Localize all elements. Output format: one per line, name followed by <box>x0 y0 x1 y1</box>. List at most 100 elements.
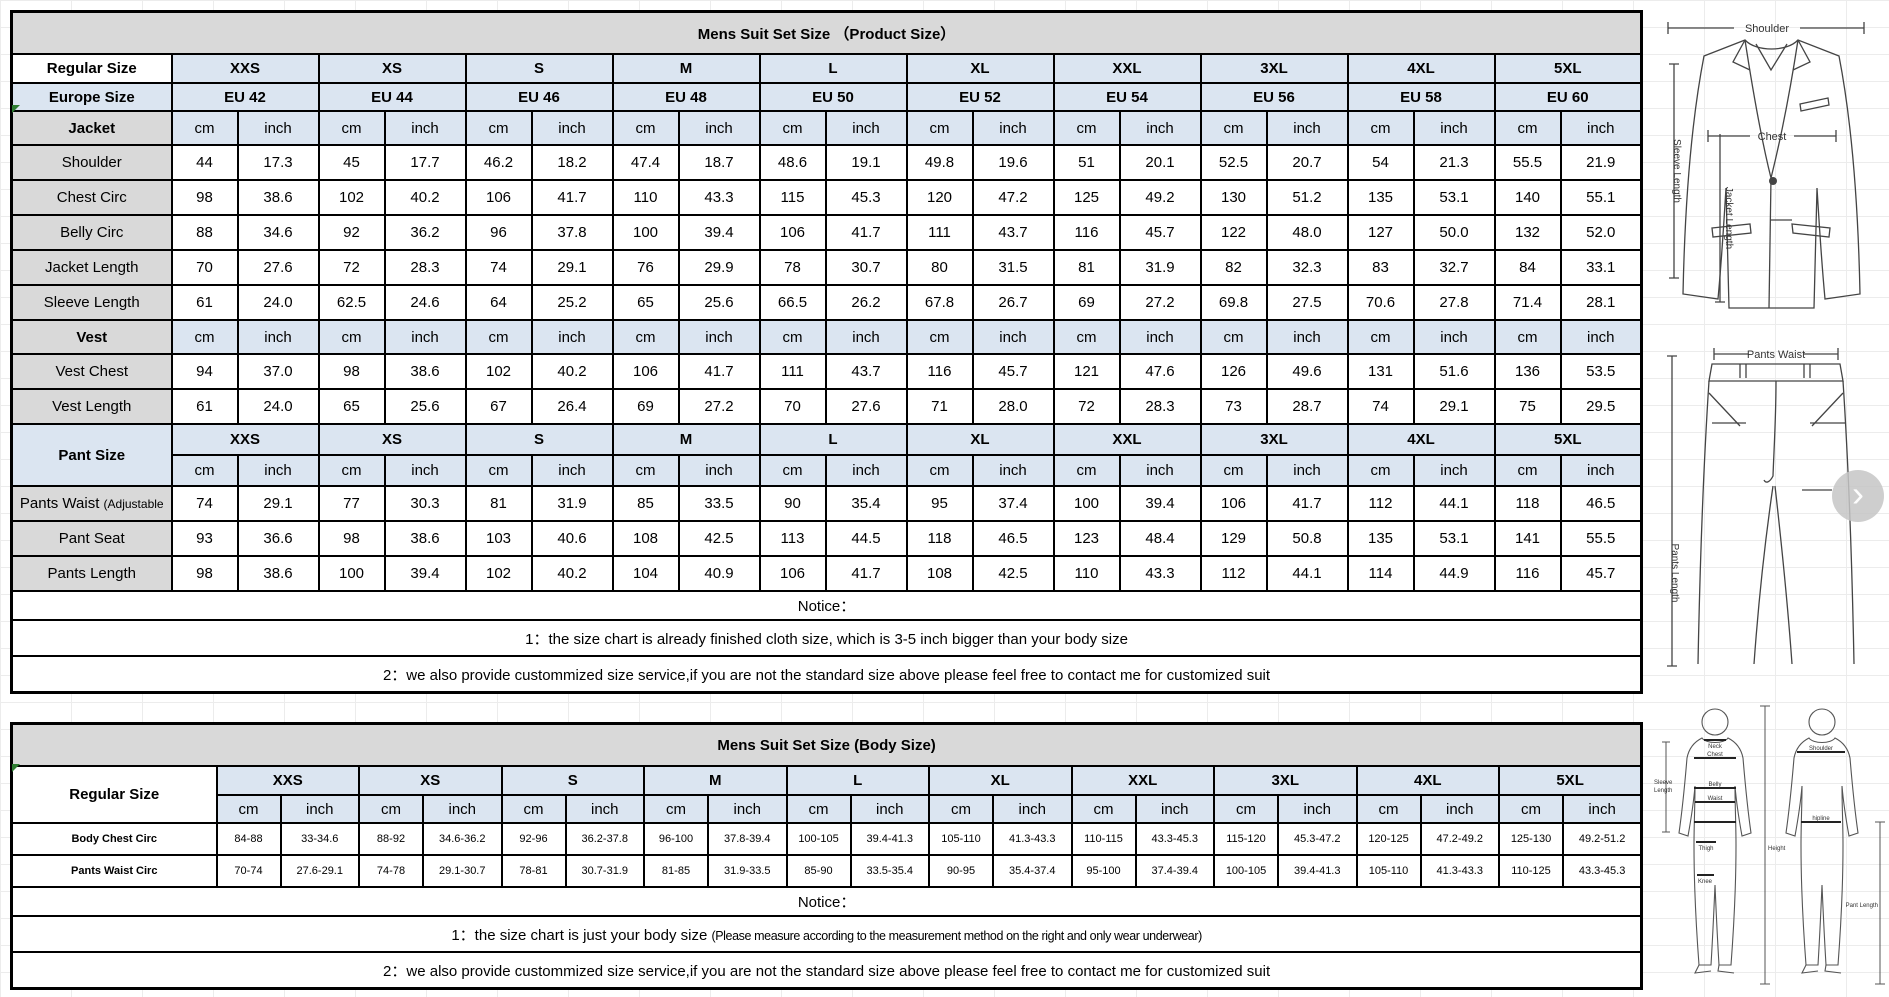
value-cell: 71.4 <box>1493 284 1562 321</box>
value-cell: 100-105 <box>785 822 852 856</box>
value-cell: 17.7 <box>384 144 467 181</box>
value-cell: 88 <box>170 214 239 251</box>
size-header-cell: 5XL <box>1493 53 1643 84</box>
value-cell: 52.0 <box>1559 214 1643 251</box>
unit-cell: inch <box>531 319 614 355</box>
size-header-cell: 3XL <box>1199 423 1349 456</box>
size-header-cell: S <box>464 53 614 84</box>
size-header-cell: L <box>758 423 908 456</box>
value-cell: 46.5 <box>1559 485 1643 522</box>
value-cell: 93 <box>170 520 239 557</box>
value-cell: 51 <box>1052 144 1121 181</box>
value-cell: 103 <box>464 520 533 557</box>
size-header-cell: XS <box>317 423 467 456</box>
value-cell: 98 <box>170 179 239 216</box>
europe-size-cell: EU 60 <box>1493 82 1643 112</box>
value-cell: 38.6 <box>384 520 467 557</box>
value-cell: 34.6-36.2 <box>422 822 503 856</box>
unit-cell: inch <box>1135 794 1215 824</box>
unit-cell: inch <box>1119 319 1202 355</box>
value-cell: 27.2 <box>678 388 761 425</box>
unit-cell: cm <box>1493 110 1562 146</box>
jacket-diagram: Shoulder Chest Sleeve Length Jacket Leng… <box>1667 22 1865 309</box>
value-cell: 25.6 <box>678 284 761 321</box>
value-cell: 49.2-51.2 <box>1562 822 1643 856</box>
value-cell: 110-125 <box>1498 854 1564 888</box>
value-cell: 73 <box>1199 388 1268 425</box>
unit-cell: inch <box>422 794 503 824</box>
value-cell: 125 <box>1052 179 1121 216</box>
value-cell: 69 <box>611 388 680 425</box>
body-sleeve-length-label-2: Length <box>1654 788 1672 794</box>
value-cell: 41.7 <box>1266 485 1349 522</box>
value-cell: 113 <box>758 520 827 557</box>
value-cell: 33.5-35.4 <box>850 854 930 888</box>
regular-size-label: Regular Size <box>10 765 218 824</box>
europe-size-row: Europe Size EU 42 EU 44 EU 46 EU 48 EU 50 EU … <box>10 82 1643 112</box>
value-cell: 75 <box>1493 388 1562 425</box>
value-cell: 67 <box>464 388 533 425</box>
value-cell: 26.2 <box>825 284 908 321</box>
value-cell: 44.9 <box>1413 555 1496 592</box>
unit-cell: inch <box>384 319 467 355</box>
value-cell: 39.4 <box>678 214 761 251</box>
carousel-next-button[interactable]: › <box>1832 470 1884 522</box>
value-cell: 30.7-31.9 <box>565 854 645 888</box>
value-cell: 108 <box>611 520 680 557</box>
unit-cell: cm <box>1346 319 1415 355</box>
value-cell: 27.8 <box>1413 284 1496 321</box>
value-cell: 50.8 <box>1266 520 1349 557</box>
value-cell: 95-100 <box>1070 854 1137 888</box>
value-cell: 27.6 <box>237 249 320 286</box>
unit-cell: inch <box>531 454 614 487</box>
data-row: Pants Waist Circ 70-74 27.6-29.1 74-78 29.1-… <box>10 854 1643 888</box>
regular-size-row: Regular Size XXS XS S M L XL XXL 3XL 4XL 5XL <box>10 765 1643 824</box>
value-cell: 116 <box>1052 214 1121 251</box>
value-cell: 55.5 <box>1493 144 1562 181</box>
europe-size-cell: EU 54 <box>1052 82 1202 112</box>
value-cell: 106 <box>758 214 827 251</box>
product-size-table: Mens Suit Set Size （Product Size） Regula… <box>10 10 1644 694</box>
value-cell: 61 <box>170 284 239 321</box>
value-cell: 45.7 <box>1119 214 1202 251</box>
size-header-cell: XXS <box>215 765 360 796</box>
unit-cell: inch <box>1562 794 1643 824</box>
jacket-rows: Shoulder 44 17.3 45 17.7 46.2 18.2 47.4 18.7 48.6… <box>10 144 1643 321</box>
value-cell: 81 <box>464 485 533 522</box>
value-cell: 39.4-41.3 <box>850 822 930 856</box>
value-cell: 71 <box>905 388 974 425</box>
value-cell: 50.0 <box>1413 214 1496 251</box>
value-cell: 51.6 <box>1413 353 1496 390</box>
unit-cell: inch <box>1413 110 1496 146</box>
value-cell: 49.2 <box>1119 179 1202 216</box>
unit-cell: cm <box>758 110 827 146</box>
value-cell: 48.4 <box>1119 520 1202 557</box>
value-cell: 94 <box>170 353 239 390</box>
value-cell: 29.1-30.7 <box>422 854 503 888</box>
value-cell: 74 <box>464 249 533 286</box>
unit-cell: inch <box>237 454 320 487</box>
value-cell: 48.0 <box>1266 214 1349 251</box>
value-cell: 54 <box>1346 144 1415 181</box>
value-cell: 106 <box>1199 485 1268 522</box>
size-header-cell: M <box>611 423 761 456</box>
value-cell: 84-88 <box>215 822 282 856</box>
value-cell: 37.4-39.4 <box>1135 854 1215 888</box>
value-cell: 115 <box>758 179 827 216</box>
value-cell: 37.8 <box>531 214 614 251</box>
unit-cell: cm <box>785 794 852 824</box>
body-rows: Body Chest Circ 84-88 33-34.6 88-92 34.6-36.… <box>10 822 1643 888</box>
europe-size-label: Europe Size <box>10 82 173 112</box>
value-cell: 19.6 <box>972 144 1055 181</box>
notice-label: Notice： <box>10 886 1643 917</box>
value-cell: 47.6 <box>1119 353 1202 390</box>
value-cell: 74 <box>170 485 239 522</box>
value-cell: 102 <box>317 179 386 216</box>
row-label: Shoulder <box>10 144 173 181</box>
value-cell: 100 <box>611 214 680 251</box>
green-corner-marker <box>12 764 20 772</box>
value-cell: 45.7 <box>972 353 1055 390</box>
value-cell: 42.5 <box>678 520 761 557</box>
value-cell: 36.2 <box>384 214 467 251</box>
jacket-section-label: Jacket <box>10 110 173 146</box>
